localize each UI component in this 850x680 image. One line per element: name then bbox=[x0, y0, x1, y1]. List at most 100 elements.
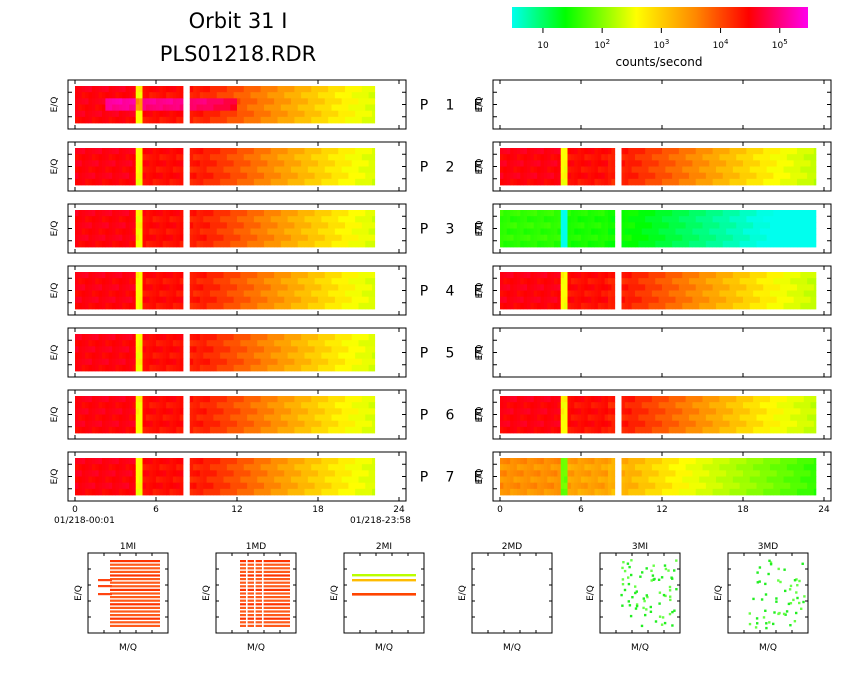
heatmap-cell bbox=[203, 160, 208, 167]
heatmap-cell bbox=[172, 110, 177, 118]
heatmap-cell bbox=[321, 98, 326, 105]
heatmap-cell bbox=[689, 234, 693, 242]
heatmap-cell bbox=[712, 228, 717, 236]
heatmap-cell bbox=[756, 178, 761, 186]
heatmap-cell bbox=[368, 340, 373, 347]
heatmap-cell bbox=[604, 178, 609, 186]
heatmap-cell bbox=[253, 346, 258, 353]
heatmap-cell bbox=[574, 396, 579, 403]
heatmap-cell bbox=[341, 340, 346, 347]
heatmap-cell bbox=[591, 234, 595, 242]
heatmap-cell bbox=[95, 172, 100, 180]
heatmap-cell bbox=[540, 228, 545, 236]
heatmap-cell bbox=[324, 216, 329, 223]
heatmap-cell bbox=[203, 210, 208, 217]
heatmap-cell bbox=[560, 216, 565, 223]
heatmap-cell bbox=[793, 148, 798, 155]
heatmap-cell bbox=[270, 210, 275, 217]
heatmap-cell bbox=[280, 290, 285, 298]
heatmap-cell bbox=[368, 92, 373, 99]
heatmap-cell bbox=[270, 98, 275, 105]
heatmap-cell bbox=[91, 302, 96, 310]
heatmap-cell bbox=[331, 284, 336, 291]
heatmap-cell bbox=[341, 364, 346, 372]
heatmap-cell bbox=[277, 346, 282, 353]
heatmap-cell bbox=[624, 154, 629, 161]
heatmap-cell bbox=[132, 420, 137, 428]
heatmap-cell bbox=[162, 396, 167, 403]
heatmap-cell bbox=[304, 334, 309, 341]
heatmap-cell bbox=[368, 178, 373, 186]
heatmap-cell bbox=[132, 334, 137, 341]
heatmap-cell bbox=[675, 222, 680, 229]
heatmap-cell bbox=[287, 414, 292, 422]
heatmap-cell bbox=[294, 154, 299, 161]
heatmap-cell bbox=[196, 290, 201, 298]
heatmap-cell bbox=[230, 154, 235, 161]
heatmap-cell bbox=[297, 364, 302, 372]
heatmap-cell bbox=[230, 272, 235, 279]
heatmap-cell bbox=[780, 278, 784, 285]
heatmap-cell bbox=[355, 408, 359, 415]
heatmap-cell bbox=[260, 334, 265, 341]
heatmap-cell bbox=[550, 284, 555, 291]
heatmap-cell bbox=[540, 302, 545, 310]
heatmap-cell bbox=[291, 222, 295, 229]
heatmap-cell bbox=[523, 160, 528, 167]
title-line-2: PLS01218.RDR bbox=[160, 42, 317, 66]
heatmap-cell bbox=[540, 290, 545, 298]
heatmap-cell bbox=[159, 222, 164, 229]
heatmap-cell bbox=[172, 178, 177, 186]
heatmap-cell bbox=[651, 210, 656, 217]
heatmap-cell bbox=[503, 420, 508, 428]
heatmap-cell bbox=[301, 216, 305, 223]
heatmap-cell bbox=[780, 284, 784, 291]
heatmap-cell bbox=[291, 402, 295, 409]
heatmap-cell bbox=[584, 272, 589, 279]
heatmap-cell bbox=[540, 148, 545, 155]
heatmap-cell bbox=[574, 414, 579, 422]
heatmap-cell bbox=[759, 178, 764, 186]
heatmap-cell bbox=[199, 154, 204, 161]
heatmap-cell bbox=[156, 420, 160, 428]
heatmap-cell bbox=[78, 154, 83, 161]
heatmap-cell bbox=[102, 396, 106, 403]
heatmap-cell bbox=[621, 296, 626, 304]
heatmap-cell bbox=[115, 228, 120, 236]
heatmap-cell bbox=[790, 178, 795, 186]
heatmap-cell bbox=[237, 154, 241, 161]
heatmap-cell bbox=[608, 172, 612, 180]
heatmap-cell bbox=[132, 178, 137, 186]
heatmap-cell bbox=[753, 178, 757, 186]
heatmap-cell bbox=[230, 178, 235, 186]
heatmap-cell bbox=[321, 396, 326, 403]
heatmap-cell bbox=[574, 216, 579, 223]
heatmap-cell bbox=[284, 296, 289, 304]
heatmap-cell bbox=[645, 278, 649, 285]
heatmap-cell bbox=[98, 284, 103, 291]
heatmap-cell bbox=[743, 290, 747, 298]
heatmap-cell bbox=[169, 290, 174, 298]
heatmap-cell bbox=[351, 284, 356, 291]
heatmap-cell bbox=[318, 426, 322, 434]
heatmap-cell bbox=[557, 420, 562, 428]
heatmap-cell bbox=[705, 272, 710, 279]
heatmap-cell bbox=[365, 396, 370, 403]
heatmap-cell bbox=[584, 296, 589, 304]
heatmap-cell bbox=[624, 240, 629, 248]
heatmap-cell bbox=[122, 166, 127, 174]
heatmap-cell bbox=[213, 284, 218, 291]
heatmap-cell bbox=[793, 296, 798, 304]
heatmap-cell bbox=[145, 210, 150, 217]
heatmap-cell bbox=[203, 408, 208, 415]
heatmap-cell bbox=[267, 402, 272, 409]
heatmap-cell bbox=[304, 210, 309, 217]
heatmap-cell bbox=[152, 110, 157, 118]
heatmap-cell bbox=[321, 166, 326, 174]
heatmap-cell bbox=[692, 240, 697, 248]
heatmap-cell bbox=[196, 340, 201, 347]
heatmap-cell bbox=[513, 210, 518, 217]
heatmap-cell bbox=[554, 148, 558, 155]
heatmap-cell bbox=[156, 284, 160, 291]
heatmap-cell bbox=[257, 228, 262, 236]
